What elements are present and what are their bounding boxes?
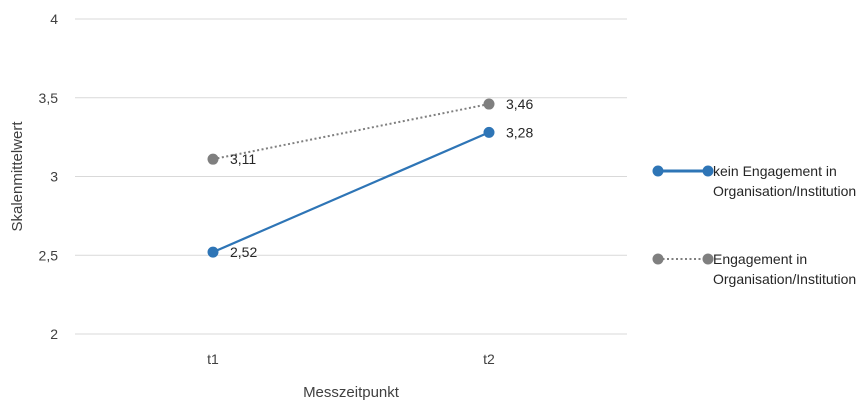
legend-item: Engagement in Organisation/Institution [652, 251, 856, 287]
y-axis-ticks: 2 2,5 3 3,5 4 [39, 11, 59, 342]
data-point [207, 153, 219, 165]
legend-marker [702, 253, 714, 265]
legend: kein Engagement in Organisation/Instituti… [652, 163, 856, 287]
legend-label: Engagement in Organisation/Institution [713, 251, 856, 287]
data-label: 3,28 [506, 124, 533, 140]
legend-marker [652, 165, 664, 177]
gridlines [75, 18, 627, 256]
x-tick-label: t2 [483, 351, 495, 367]
legend-marker [702, 165, 714, 177]
legend-label: kein Engagement in Organisation/Instituti… [713, 163, 856, 199]
y-tick-label: 3 [50, 169, 58, 185]
x-axis-title: Messzeitpunkt [303, 384, 400, 401]
y-tick-label: 4 [50, 11, 58, 27]
data-point [483, 126, 495, 138]
series-2: 3,11 3,46 [207, 96, 533, 167]
data-label: 3,46 [506, 96, 533, 112]
series-line [212, 103, 490, 161]
data-point [207, 246, 219, 258]
y-tick-label: 2 [50, 326, 58, 342]
x-tick-label: t1 [207, 351, 219, 367]
y-tick-label: 2,5 [39, 247, 59, 263]
series-line [212, 131, 490, 254]
data-label: 2,52 [230, 244, 257, 260]
data-label: 3,11 [230, 151, 256, 167]
legend-item: kein Engagement in Organisation/Instituti… [652, 163, 856, 199]
data-point [483, 98, 495, 110]
legend-marker [652, 253, 664, 265]
y-tick-label: 3,5 [39, 90, 59, 106]
series-1: 2,52 3,28 [207, 124, 533, 260]
y-axis-title: Skalenmittelwert [9, 121, 26, 232]
x-axis-ticks: t1 t2 [207, 351, 495, 367]
series-layer: 3,11 3,46 2,52 3,28 [207, 96, 533, 260]
